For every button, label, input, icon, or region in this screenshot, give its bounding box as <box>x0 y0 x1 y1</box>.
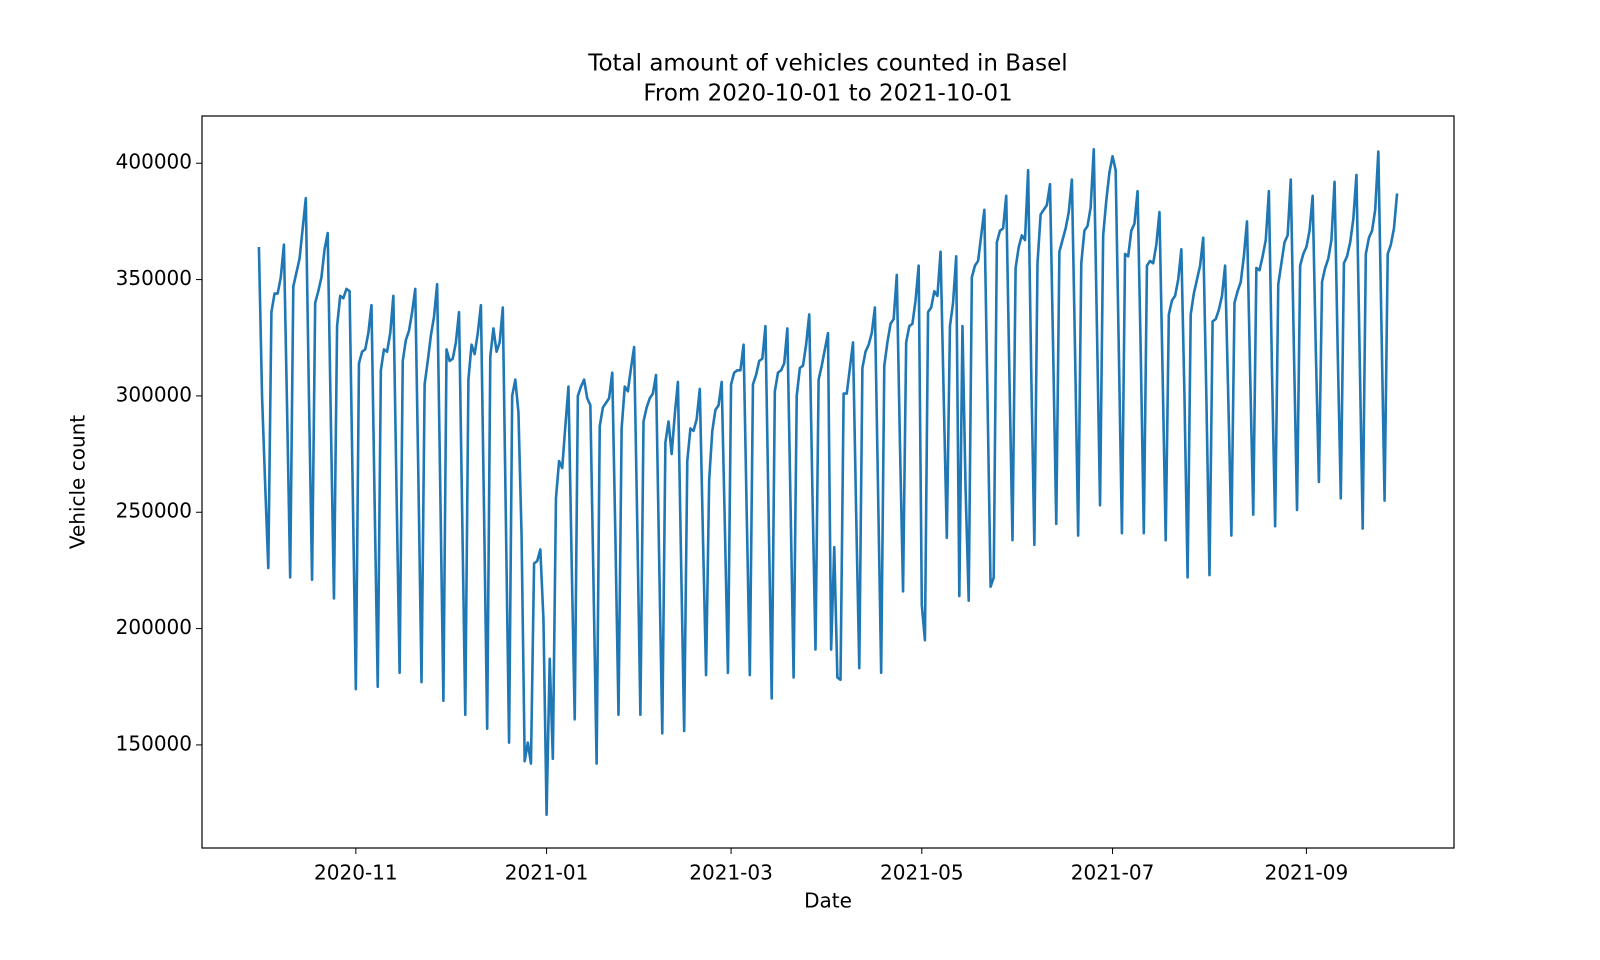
chart-subtitle: From 2020-10-01 to 2021-10-01 <box>643 81 1012 107</box>
data-line <box>257 147 1399 817</box>
y-tick-label: 150000 <box>116 731 192 755</box>
x-tick-label: 2020-11 <box>314 861 398 885</box>
x-tick-label: 2021-03 <box>689 861 773 885</box>
y-tick-label: 200000 <box>116 615 192 639</box>
y-tick-label: 250000 <box>116 499 192 523</box>
chart-title: Total amount of vehicles counted in Base… <box>587 51 1067 77</box>
x-tick-label: 2021-07 <box>1071 861 1155 885</box>
y-tick-label: 300000 <box>116 382 192 406</box>
y-tick-label: 350000 <box>116 266 192 290</box>
x-tick-label: 2021-09 <box>1265 861 1349 885</box>
x-axis-label: Date <box>804 889 852 913</box>
plot-frame <box>201 115 1455 849</box>
y-axis-label: Vehicle count <box>66 415 90 549</box>
x-tick-label: 2021-01 <box>505 861 589 885</box>
y-tick-label: 400000 <box>116 150 192 174</box>
x-tick-label: 2021-05 <box>880 861 964 885</box>
